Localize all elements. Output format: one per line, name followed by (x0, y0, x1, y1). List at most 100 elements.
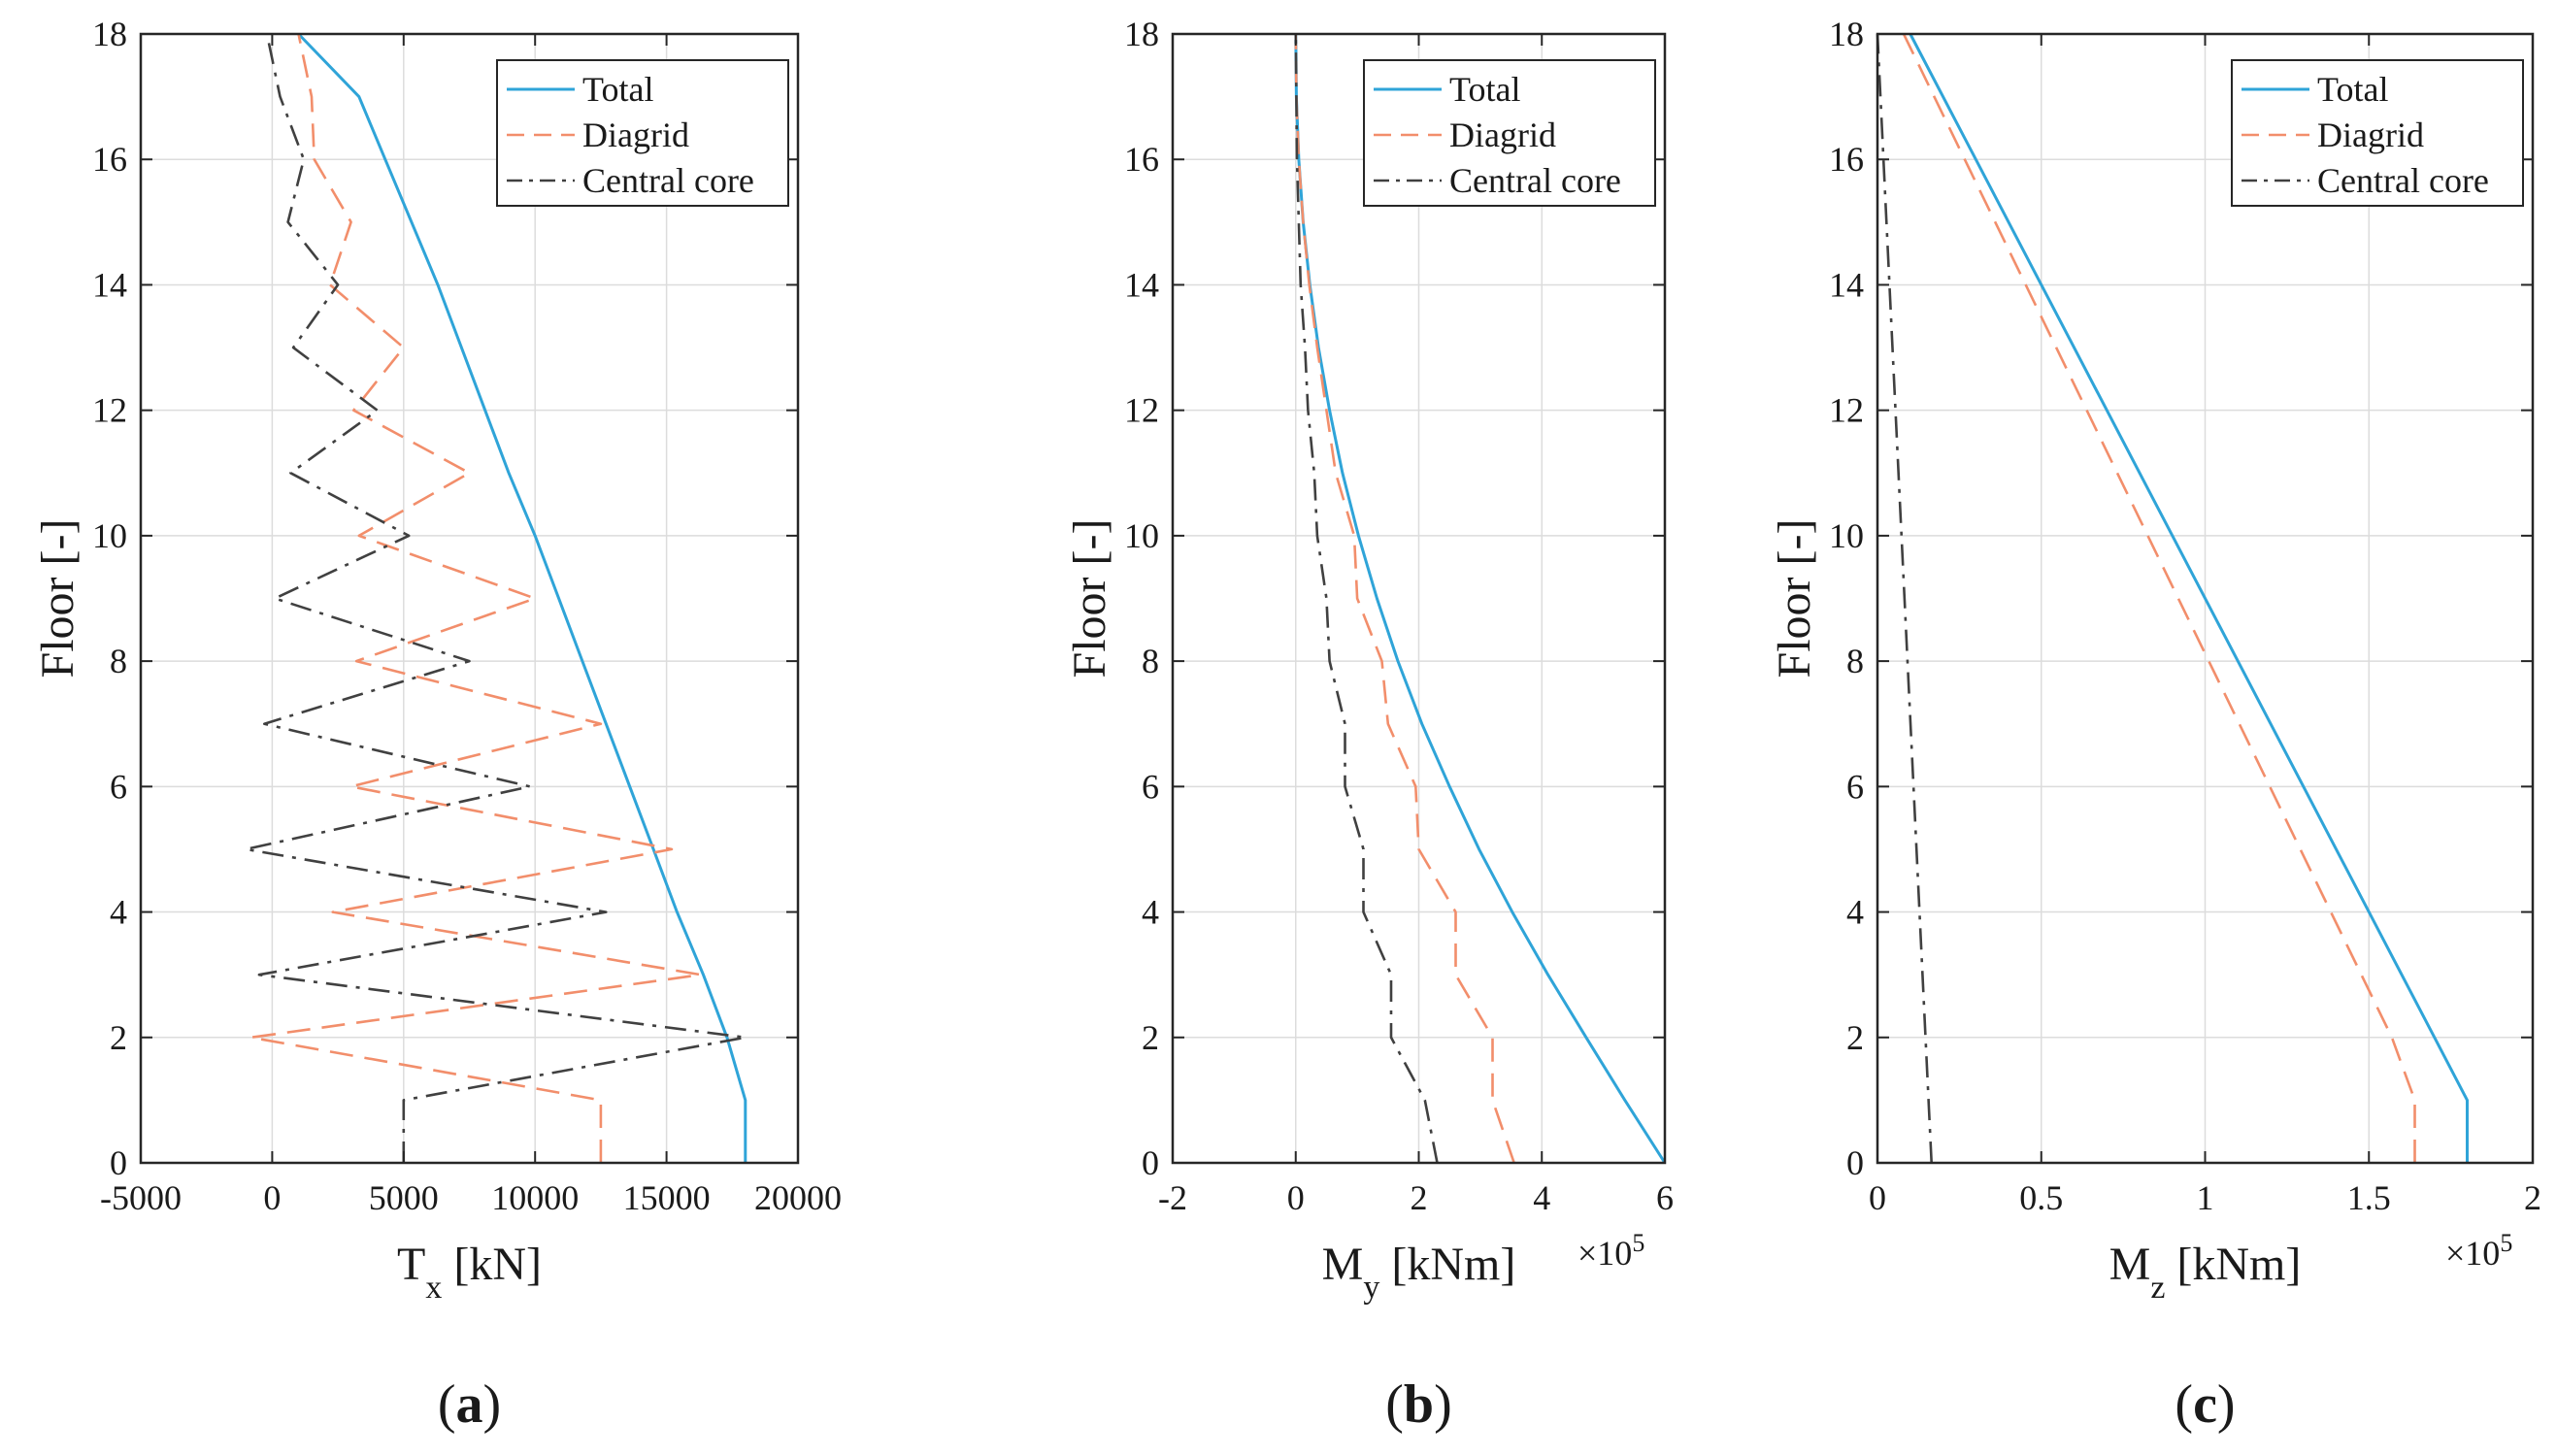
x-axis-title-unit: [kNm] (2165, 1239, 2301, 1290)
y-tick-label: 10 (1124, 516, 1159, 555)
legend-label: Total (1449, 70, 1520, 109)
x-axis-title-main: T (397, 1239, 425, 1290)
y-tick-label: 16 (92, 140, 127, 179)
y-tick-label: 8 (1142, 642, 1159, 680)
y-tick-label: 2 (1846, 1018, 1864, 1057)
axis-multiplier-base: ×10 (1577, 1234, 1632, 1273)
panel-c: 0 0.5 1 1.5 2 0 2 4 6 8 10 12 14 16 18 Floor [-] Mz [kNm… (1769, 15, 2541, 1435)
y-tick-label: 6 (1846, 767, 1864, 806)
y-tick-label: 4 (110, 893, 127, 932)
x-tick-label: 20000 (754, 1178, 842, 1217)
legend-label: Diagrid (2317, 116, 2424, 154)
y-axis-title: Floor [-] (1064, 519, 1115, 678)
x-tick-label: 1 (2197, 1178, 2214, 1217)
x-axis-title-unit: [kN] (442, 1239, 542, 1290)
panel-a: -5000 0 5000 10000 15000 20000024681012141618… (32, 15, 842, 1435)
y-tick-label: 12 (92, 391, 127, 430)
panel-label-close: ) (483, 1374, 502, 1435)
axis-multiplier-base: ×10 (2445, 1234, 2500, 1273)
series-line-diagrid (249, 33, 703, 1163)
y-tick-label: 0 (110, 1143, 127, 1182)
y-tick-label: 18 (1829, 15, 1864, 53)
series-line-diagrid (1294, 33, 1515, 1164)
axis-multiplier: ×105 (1577, 1229, 1644, 1274)
y-tick-label: 18 (92, 15, 127, 53)
y-tick-label: 16 (1829, 140, 1864, 179)
legend-label: Central core (582, 161, 754, 200)
legend: Total Diagrid Central core (496, 59, 789, 207)
series-line-total (297, 32, 747, 1163)
x-axis-title-subscript: x (425, 1270, 442, 1306)
x-tick-label: 6 (1656, 1178, 1674, 1217)
legend-label: Total (582, 70, 653, 109)
x-tick-label: 0 (263, 1178, 281, 1217)
x-axis-title-main: M (1322, 1239, 1364, 1290)
y-tick-label: 14 (1829, 265, 1864, 304)
x-axis-title-unit: [kNm] (1379, 1239, 1515, 1290)
x-tick-label: 0.5 (2019, 1178, 2063, 1217)
x-tick-label: 2 (2524, 1178, 2541, 1217)
y-tick-label: 18 (1124, 15, 1159, 53)
x-axis-title-subscript: y (1363, 1270, 1379, 1306)
series-line-central-core (245, 33, 747, 1163)
y-tick-label: 12 (1124, 391, 1159, 430)
x-tick-label: 5000 (369, 1178, 439, 1217)
x-tick-label: 0 (1869, 1178, 1886, 1217)
y-axis-title: Floor [-] (32, 519, 83, 678)
y-tick-label: 4 (1142, 893, 1159, 932)
y-tick-label: 12 (1829, 391, 1864, 430)
panel-label: (c) (2175, 1374, 2235, 1435)
axis-multiplier: ×105 (2445, 1229, 2512, 1274)
x-axis-title-subscript: z (2150, 1270, 2165, 1306)
x-axis-title: Mz [kNm] (2109, 1239, 2302, 1306)
legend: Total Diagrid Central core (2231, 59, 2524, 207)
x-axis-title-main: M (2109, 1239, 2151, 1290)
y-tick-label: 2 (110, 1018, 127, 1057)
x-tick-label: -2 (1158, 1178, 1187, 1217)
x-tick-label: -5000 (100, 1178, 182, 1217)
y-tick-label: 6 (1142, 767, 1159, 806)
series-line-central-core (1876, 33, 1933, 1164)
panel-label-close: ) (1434, 1374, 1452, 1435)
x-tick-label: 10000 (491, 1178, 579, 1217)
y-tick-label: 16 (1124, 140, 1159, 179)
y-tick-label: 14 (1124, 265, 1159, 304)
legend-label: Diagrid (582, 116, 689, 154)
y-tick-label: 8 (110, 642, 127, 680)
axis-multiplier-exponent: 5 (2500, 1229, 2512, 1257)
y-tick-label: 2 (1142, 1018, 1159, 1057)
panel-label-open: ( (438, 1374, 456, 1435)
panel-label-letter: c (2193, 1374, 2217, 1435)
panel-label-letter: a (456, 1374, 483, 1435)
y-axis-title: Floor [-] (1769, 519, 1820, 678)
y-tick-label: 4 (1846, 893, 1864, 932)
x-tick-label: 1.5 (2347, 1178, 2391, 1217)
y-tick-label: 10 (92, 516, 127, 555)
panel-label: (a) (438, 1374, 501, 1435)
legend-label: Diagrid (1449, 116, 1556, 154)
axis-multiplier-exponent: 5 (1632, 1229, 1644, 1257)
x-tick-label: 0 (1287, 1178, 1305, 1217)
legend-label: Central core (1449, 161, 1621, 200)
x-tick-label: 15000 (623, 1178, 711, 1217)
x-tick-label: 4 (1533, 1178, 1550, 1217)
plot-frame (139, 32, 800, 1165)
panel-label-open: ( (2175, 1374, 2193, 1435)
y-tick-label: 0 (1142, 1143, 1159, 1182)
y-tick-label: 10 (1829, 516, 1864, 555)
panel-label-letter: b (1404, 1374, 1434, 1435)
y-tick-label: 6 (110, 767, 127, 806)
legend-label: Central core (2317, 161, 2489, 200)
panel-label-open: ( (1385, 1374, 1404, 1435)
x-axis-title: Tx [kN] (397, 1239, 542, 1306)
legend: Total Diagrid Central core (1363, 59, 1656, 207)
panel-label: (b) (1385, 1374, 1451, 1435)
x-axis-title: My [kNm] (1322, 1239, 1516, 1306)
y-tick-label: 14 (92, 265, 127, 304)
x-tick-label: 2 (1411, 1178, 1428, 1217)
legend-label: Total (2317, 70, 2388, 109)
y-tick-label: 8 (1846, 642, 1864, 680)
panel-label-close: ) (2217, 1374, 2236, 1435)
series-line-total (1909, 33, 2469, 1163)
